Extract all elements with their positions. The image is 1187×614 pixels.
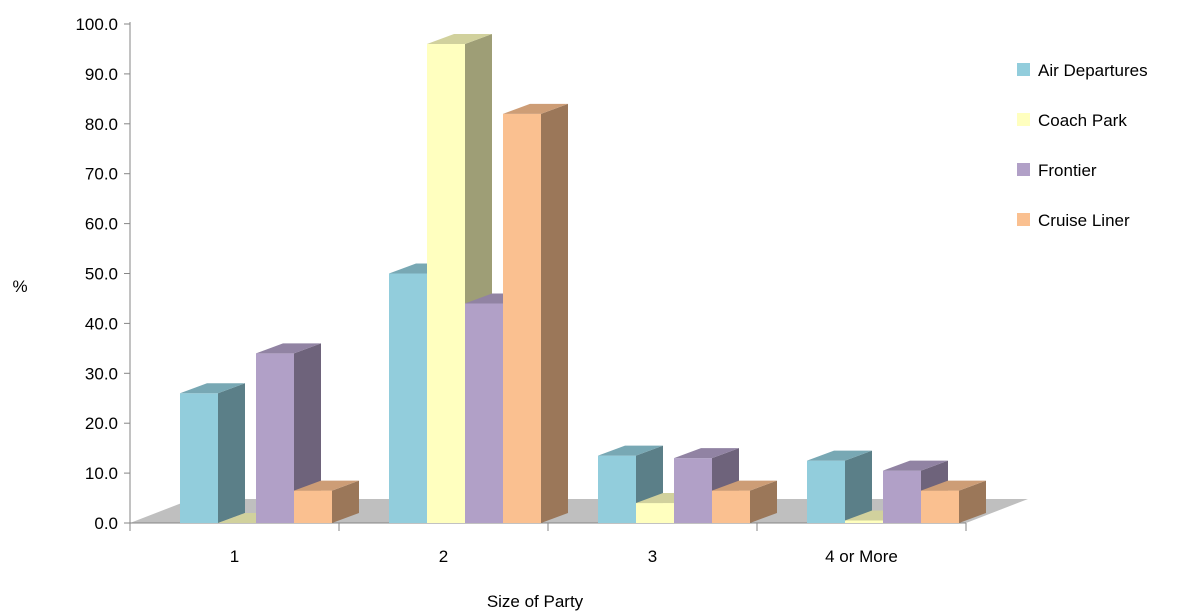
bar-top [256, 343, 321, 354]
bar-top [427, 33, 492, 44]
bar-top [598, 445, 663, 456]
y-tick-label: 40.0 [85, 314, 118, 333]
bar-front [636, 503, 674, 523]
y-tick-label: 100.0 [75, 15, 118, 34]
bar-front [256, 353, 294, 523]
legend-label: Coach Park [1038, 111, 1127, 130]
bar-front [598, 455, 636, 523]
x-tick-label: 4 or More [825, 547, 898, 566]
bar-side [845, 450, 872, 523]
bar-front [465, 303, 503, 523]
y-tick-label: 90.0 [85, 65, 118, 84]
bar-front [807, 460, 845, 523]
x-tick-label: 3 [648, 547, 657, 566]
legend-item-air-departures: Air Departures [1017, 61, 1148, 80]
legend-swatch [1017, 113, 1030, 126]
legend-swatch [1017, 213, 1030, 226]
bar-top [180, 383, 245, 394]
bar-front [921, 490, 959, 523]
bar-front [674, 458, 712, 523]
y-tick-label: 50.0 [85, 265, 118, 284]
y-tick-label: 20.0 [85, 414, 118, 433]
bar-front [503, 113, 541, 523]
bar-front [427, 43, 465, 524]
bar-top [921, 480, 986, 491]
legend-label: Frontier [1038, 161, 1097, 180]
bar-cruise-liner-2 [503, 103, 568, 523]
legend-label: Air Departures [1038, 61, 1148, 80]
bar-air-departures-1 [180, 383, 245, 523]
bar-front [294, 490, 332, 523]
bar-cruise-liner-1 [294, 480, 359, 523]
y-tick-label: 60.0 [85, 215, 118, 234]
bar-top [294, 480, 359, 491]
bar-side [218, 383, 245, 523]
bar-top [712, 480, 777, 491]
legend-swatch [1017, 163, 1030, 176]
bar-side [294, 343, 321, 523]
y-axis-title: % [12, 277, 27, 296]
bar-top [807, 450, 872, 461]
legend-item-frontier: Frontier [1017, 161, 1097, 180]
bar-cruise-liner-4-or-more [921, 480, 986, 523]
y-tick-label: 30.0 [85, 364, 118, 383]
legend-item-coach-park: Coach Park [1017, 111, 1127, 130]
bar-frontier-1 [256, 343, 321, 523]
bar-front [712, 490, 750, 523]
bar-side [959, 480, 986, 523]
bar-cruise-liner-3 [712, 480, 777, 523]
bar-top [883, 460, 948, 471]
bar-side [750, 480, 777, 523]
bar-air-departures-4-or-more [807, 450, 872, 523]
y-tick-label: 70.0 [85, 165, 118, 184]
bar-front [845, 520, 883, 523]
legend-item-cruise-liner: Cruise Liner [1017, 211, 1130, 230]
y-tick-label: 10.0 [85, 464, 118, 483]
bar-top [674, 448, 739, 459]
legend-label: Cruise Liner [1038, 211, 1130, 230]
bar-front [180, 393, 218, 523]
bar-side [541, 103, 568, 523]
bar-front [389, 273, 427, 523]
x-axis-title: Size of Party [487, 592, 584, 611]
y-tick-label: 80.0 [85, 115, 118, 134]
bar-side [332, 480, 359, 523]
x-tick-label: 2 [439, 547, 448, 566]
legend-swatch [1017, 63, 1030, 76]
x-tick-label: 1 [230, 547, 239, 566]
bar-front [883, 470, 921, 523]
bar-top [503, 103, 568, 114]
y-tick-label: 0.0 [94, 514, 118, 533]
